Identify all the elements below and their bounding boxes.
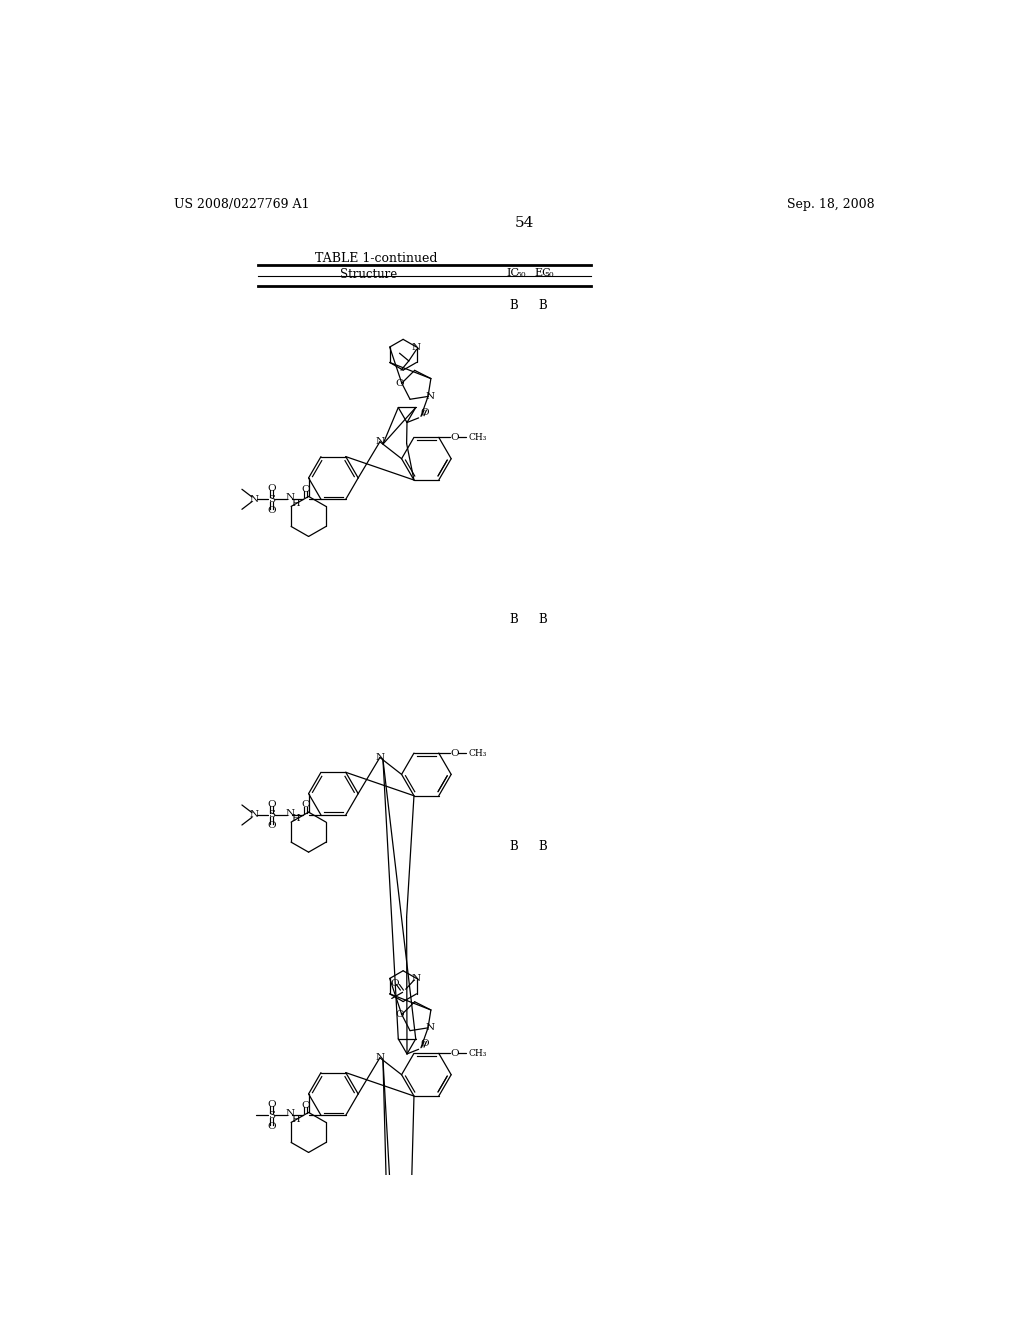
Text: N: N xyxy=(376,752,384,762)
Text: B: B xyxy=(538,300,547,313)
Text: N: N xyxy=(376,1053,384,1063)
Text: N: N xyxy=(286,809,295,818)
Text: EC: EC xyxy=(535,268,551,277)
Text: O: O xyxy=(267,506,275,515)
Text: O: O xyxy=(395,1010,403,1019)
Text: N: N xyxy=(250,495,259,504)
Text: S: S xyxy=(268,1111,274,1119)
Text: 54: 54 xyxy=(515,216,535,230)
Text: Structure: Structure xyxy=(340,268,397,281)
Text: S: S xyxy=(268,495,274,504)
Text: S: S xyxy=(268,810,274,820)
Text: N: N xyxy=(286,1109,295,1118)
Text: Sep. 18, 2008: Sep. 18, 2008 xyxy=(787,198,876,211)
Text: B: B xyxy=(509,612,518,626)
Text: O: O xyxy=(267,1122,275,1130)
Text: B: B xyxy=(509,300,518,313)
Text: O: O xyxy=(390,978,399,987)
Text: N: N xyxy=(412,974,421,983)
Text: O: O xyxy=(267,821,275,830)
Text: H: H xyxy=(291,499,300,508)
Text: O: O xyxy=(451,1049,460,1057)
Text: CH₃: CH₃ xyxy=(468,1049,486,1057)
Text: O: O xyxy=(301,484,310,494)
Text: B: B xyxy=(538,612,547,626)
Text: O: O xyxy=(267,800,275,809)
Text: TABLE 1-continued: TABLE 1-continued xyxy=(314,252,437,265)
Text: B: B xyxy=(509,840,518,853)
Text: 50: 50 xyxy=(516,271,526,279)
Text: O: O xyxy=(395,379,403,388)
Text: N: N xyxy=(250,810,259,820)
Text: O: O xyxy=(301,800,310,809)
Text: O: O xyxy=(421,408,429,417)
Text: CH₃: CH₃ xyxy=(468,433,486,442)
Text: N: N xyxy=(286,494,295,502)
Text: N: N xyxy=(426,392,435,401)
Text: O: O xyxy=(267,1100,275,1109)
Text: N: N xyxy=(426,1023,435,1032)
Text: O: O xyxy=(451,748,460,758)
Text: O: O xyxy=(451,433,460,442)
Text: B: B xyxy=(538,840,547,853)
Text: N: N xyxy=(376,437,384,446)
Text: O: O xyxy=(301,1101,310,1110)
Text: H: H xyxy=(291,1114,300,1123)
Text: IC: IC xyxy=(506,268,519,277)
Text: O: O xyxy=(421,1039,429,1048)
Text: O: O xyxy=(267,484,275,492)
Text: N: N xyxy=(412,343,421,351)
Text: 50: 50 xyxy=(544,271,554,279)
Text: H: H xyxy=(291,814,300,824)
Text: CH₃: CH₃ xyxy=(468,748,486,758)
Text: US 2008/0227769 A1: US 2008/0227769 A1 xyxy=(174,198,310,211)
